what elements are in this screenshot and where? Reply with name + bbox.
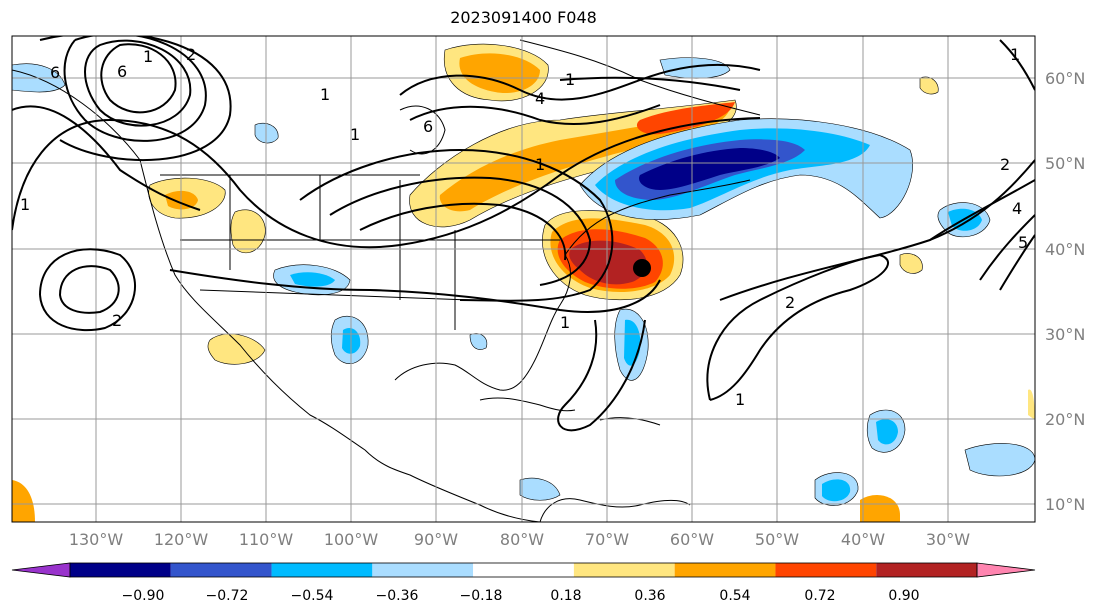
- colorbar-tick-label: −0.36: [376, 588, 419, 604]
- contour-label: 1: [350, 125, 360, 144]
- contour-label: 5: [1018, 233, 1028, 252]
- contour-label: 1: [320, 85, 330, 104]
- map-background: [12, 36, 1035, 522]
- contour-label: 2: [785, 293, 795, 312]
- lat-label: 10°N: [1045, 495, 1085, 514]
- colorbar-tick-label: −0.54: [291, 588, 334, 604]
- colorbar-tick-label: 0.54: [719, 588, 750, 604]
- map-grid: [12, 36, 1035, 522]
- colorbar-segment: [775, 563, 877, 577]
- colorbar-segment: [70, 563, 171, 577]
- colorbar-tick-label: −0.18: [460, 588, 503, 604]
- map-title: 2023091400 F048: [450, 8, 597, 27]
- lat-label: 20°N: [1045, 410, 1085, 429]
- lon-label: 40°W: [841, 530, 885, 549]
- contour-label: 2: [186, 45, 196, 64]
- colorbar: −0.90 −0.72 −0.54 −0.36 −0.18 0.18 0.36 …: [11, 562, 1036, 604]
- colorbar-tick-label: −0.72: [206, 588, 249, 604]
- contour-label: 1: [20, 195, 30, 214]
- lon-label: 80°W: [500, 530, 544, 549]
- contour-lines: [12, 36, 1035, 432]
- lon-label: 110°W: [239, 530, 294, 549]
- contour-label: 1: [560, 313, 570, 332]
- contour-label: 6: [50, 63, 60, 82]
- lat-label: 40°N: [1045, 240, 1085, 259]
- lon-label: 50°W: [755, 530, 799, 549]
- contour-label: 2: [1000, 155, 1010, 174]
- colorbar-segment: [976, 562, 1036, 578]
- colorbar-segment: [170, 563, 272, 577]
- contour-label: 2: [112, 311, 122, 330]
- lat-label: 50°N: [1045, 154, 1085, 173]
- lon-label: 100°W: [324, 530, 379, 549]
- storm-center-marker: [633, 259, 651, 277]
- contour-label: 1: [735, 390, 745, 409]
- colorbar-segments: [11, 562, 1036, 578]
- lon-label: 70°W: [585, 530, 629, 549]
- contour-label: 1: [535, 155, 545, 174]
- contour-label: 6: [117, 62, 127, 81]
- longitude-labels: 130°W 120°W 110°W 100°W 90°W 80°W 70°W 6…: [69, 530, 970, 549]
- contour-label: 4: [535, 89, 545, 108]
- contour-label: 1: [1010, 45, 1020, 64]
- colorbar-segment: [674, 563, 776, 577]
- colorbar-tick-label: 0.36: [634, 588, 665, 604]
- contour-label-group: 6 6 6 4 2 1 1 1 1 1 2 2 2 4 5 1 1 1 1: [20, 45, 1028, 409]
- colorbar-tick-label: 0.72: [804, 588, 835, 604]
- lon-label: 90°W: [414, 530, 458, 549]
- contour-label: 1: [143, 47, 153, 66]
- lon-label: 130°W: [69, 530, 124, 549]
- colorbar-segment: [372, 563, 474, 577]
- contour-label: 1: [565, 70, 575, 89]
- colorbar-segment: [876, 563, 977, 577]
- colorbar-segment: [271, 563, 373, 577]
- map-frame: [11, 35, 1036, 523]
- lon-label: 30°W: [926, 530, 970, 549]
- lat-label: 30°N: [1045, 325, 1085, 344]
- lat-label: 60°N: [1045, 69, 1085, 88]
- latitude-labels: 60°N 50°N 40°N 30°N 20°N 10°N: [1045, 69, 1085, 514]
- colorbar-tick-label: −0.90: [122, 588, 165, 604]
- colorbar-tick-label: 0.18: [550, 588, 581, 604]
- colorbar-segment: [473, 563, 574, 577]
- lon-label: 60°W: [670, 530, 714, 549]
- colorbar-segment: [11, 562, 71, 578]
- colorbar-segment: [573, 563, 675, 577]
- contour-label: 6: [423, 117, 433, 136]
- colorbar-tick-label: 0.90: [888, 588, 919, 604]
- colorbar-tick-labels: −0.90 −0.72 −0.54 −0.36 −0.18 0.18 0.36 …: [122, 588, 920, 604]
- contour-label: 4: [1012, 199, 1022, 218]
- colorbar-border: [69, 562, 978, 578]
- lon-label: 120°W: [154, 530, 209, 549]
